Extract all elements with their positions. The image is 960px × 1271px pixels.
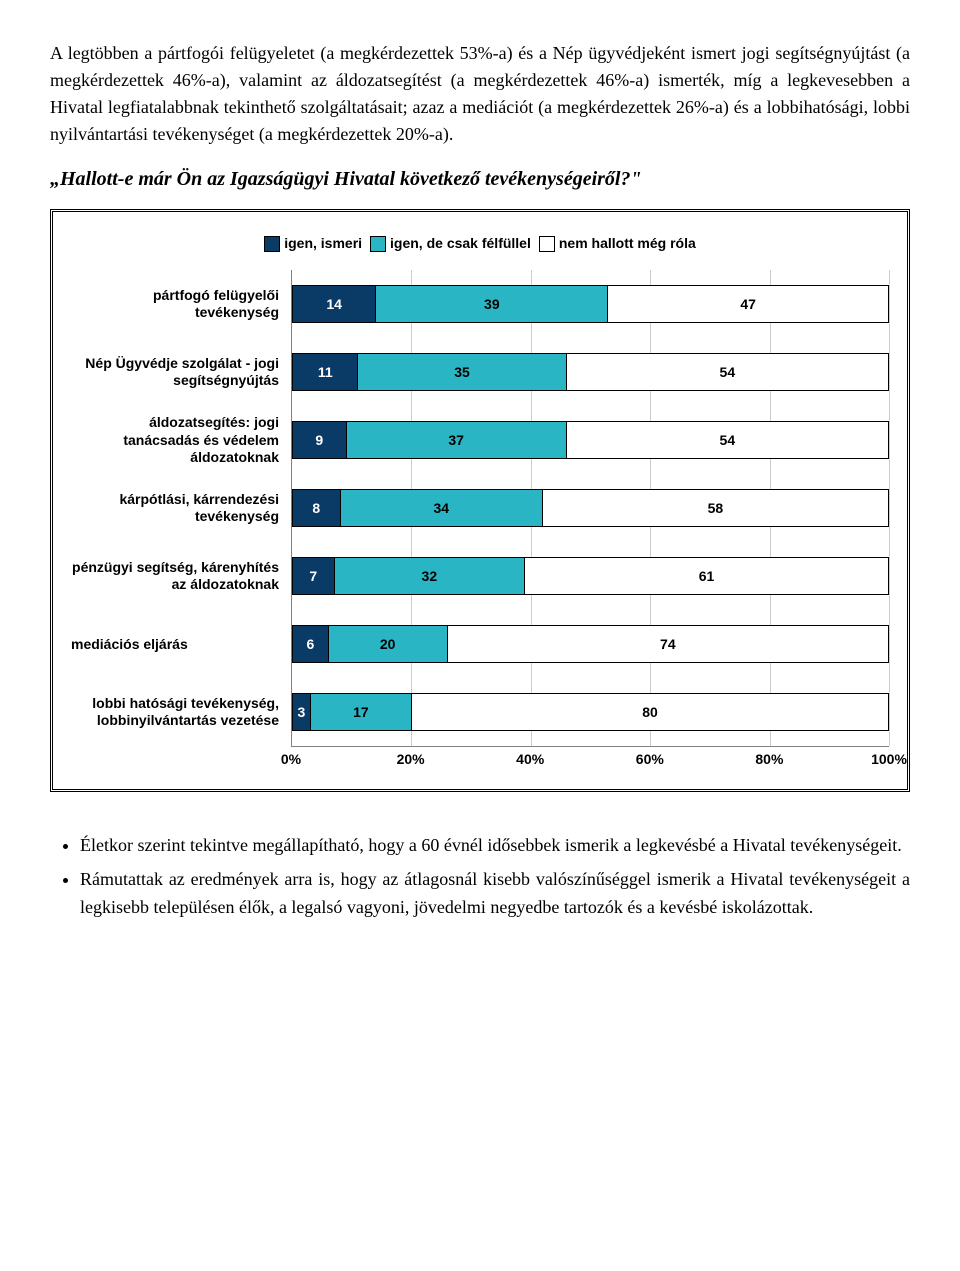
- bar-segment: 74: [448, 626, 888, 662]
- axis-tick: 60%: [636, 751, 664, 767]
- legend-item: igen, ismeri: [264, 235, 362, 252]
- bar-row: 62074: [292, 610, 889, 678]
- bar-row: 93754: [292, 406, 889, 474]
- bar-segment: 80: [412, 694, 888, 730]
- chart-legend: igen, ismeri igen, de csak félfüllel nem h…: [71, 235, 889, 252]
- bar-row: 113554: [292, 338, 889, 406]
- axis-tick: 80%: [755, 751, 783, 767]
- bar-segment: 39: [376, 286, 608, 322]
- category-label: kárpótlási, kárrendezési tevékenység: [71, 491, 291, 526]
- legend-swatch: [264, 236, 280, 252]
- legend-label: igen, ismeri: [284, 235, 362, 251]
- intro-paragraph: A legtöbben a pártfogói felügyeletet (a …: [50, 40, 910, 148]
- plot-area: pártfogó felügyelői tevékenység Nép Ügyvé…: [71, 270, 889, 747]
- category-label: pártfogó felügyelői tevékenység: [71, 287, 291, 322]
- bar-segment: 61: [525, 558, 888, 594]
- bar-segment: 54: [567, 354, 888, 390]
- bar-segment: 17: [311, 694, 412, 730]
- bar-row: 73261: [292, 542, 889, 610]
- bars-column: 1439471135549375483458732616207431780: [291, 270, 889, 747]
- bar-track: 31780: [292, 693, 889, 731]
- chart-container: igen, ismeri igen, de csak félfüllel nem h…: [50, 209, 910, 792]
- bar-track: 73261: [292, 557, 889, 595]
- legend-label: igen, de csak félfüllel: [390, 235, 531, 251]
- category-label: mediációs eljárás: [71, 636, 200, 654]
- bar-segment: 54: [567, 422, 888, 458]
- bar-segment: 32: [335, 558, 525, 594]
- legend-item: igen, de csak félfüllel: [370, 235, 531, 252]
- axis-tick: 0%: [281, 751, 301, 767]
- bar-segment: 47: [608, 286, 888, 322]
- bar-track: 93754: [292, 421, 889, 459]
- category-label: lobbi hatósági tevékenység, lobbinyilván…: [71, 695, 291, 730]
- legend-swatch: [539, 236, 555, 252]
- bar-segment: 37: [347, 422, 567, 458]
- bar-segment: 34: [341, 490, 543, 526]
- chart-inner: igen, ismeri igen, de csak félfüllel nem h…: [61, 220, 899, 781]
- bullet-item: Életkor szerint tekintve megállapítható,…: [80, 832, 910, 860]
- legend-item: nem hallott még róla: [539, 235, 696, 252]
- axis-tick: 40%: [516, 751, 544, 767]
- category-labels-column: pártfogó felügyelői tevékenység Nép Ügyvé…: [71, 270, 291, 747]
- bar-row: 143947: [292, 270, 889, 338]
- bar-track: 113554: [292, 353, 889, 391]
- bar-track: 143947: [292, 285, 889, 323]
- chart-heading: „Hallott-e már Ön az Igazságügyi Hivatal…: [50, 168, 910, 191]
- bar-segment: 11: [293, 354, 358, 390]
- bar-segment: 35: [358, 354, 566, 390]
- gridline: [889, 270, 890, 746]
- bar-segment: 20: [329, 626, 448, 662]
- bar-track: 62074: [292, 625, 889, 663]
- bar-row: 83458: [292, 474, 889, 542]
- bar-segment: 6: [293, 626, 329, 662]
- category-label: Nép Ügyvédje szolgálat - jogi segítségny…: [71, 355, 291, 390]
- bullet-list: Életkor szerint tekintve megállapítható,…: [50, 832, 910, 922]
- bullet-item: Rámutattak az eredmények arra is, hogy a…: [80, 866, 910, 922]
- legend-swatch: [370, 236, 386, 252]
- axis-tick: 20%: [397, 751, 425, 767]
- bar-segment: 58: [543, 490, 888, 526]
- bar-segment: 7: [293, 558, 335, 594]
- bar-segment: 14: [293, 286, 376, 322]
- legend-label: nem hallott még róla: [559, 235, 696, 251]
- bar-segment: 3: [293, 694, 311, 730]
- category-label: áldozatsegítés: jogi tanácsadás és védel…: [71, 414, 291, 467]
- x-axis: 0%20%40%60%80%100%: [291, 747, 889, 771]
- bar-segment: 8: [293, 490, 341, 526]
- category-label: pénzügyi segítség, kárenyhítés az áldoza…: [71, 559, 291, 594]
- axis-tick: 100%: [871, 751, 907, 767]
- bar-track: 83458: [292, 489, 889, 527]
- bar-segment: 9: [293, 422, 347, 458]
- bar-row: 31780: [292, 678, 889, 746]
- bars-wrap: 1439471135549375483458732616207431780: [292, 270, 889, 746]
